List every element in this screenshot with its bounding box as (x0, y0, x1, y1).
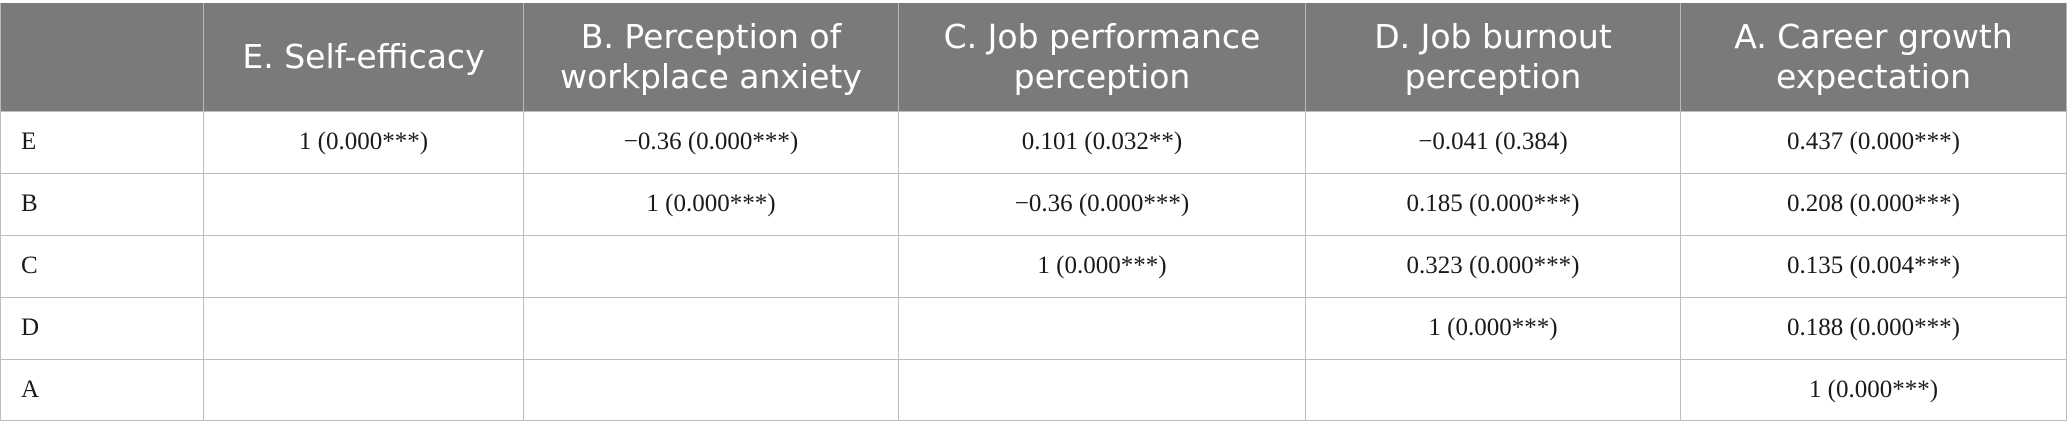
table-cell: 1 (0.000***) (523, 172, 899, 236)
header-cell-job-performance: C. Job performance perception (898, 3, 1306, 111)
table-cell: 0.437 (0.000***) (1680, 110, 2067, 174)
table-row: A 1 (0.000***) (0, 358, 2067, 421)
table-row: B 1 (0.000***) −0.36 (0.000***) 0.185 (0… (0, 172, 2067, 236)
table-cell: 1 (0.000***) (203, 110, 524, 174)
table-cell: 0.185 (0.000***) (1305, 172, 1681, 236)
table-cell: −0.36 (0.000***) (523, 110, 899, 174)
row-label: D (0, 296, 204, 360)
row-label: E (0, 110, 204, 174)
table-cell (203, 172, 524, 236)
header-row: E. Self-efficacy B. Perception of workpl… (0, 3, 2067, 111)
table-row: E 1 (0.000***) −0.36 (0.000***) 0.101 (0… (0, 110, 2067, 174)
table-cell: 0.208 (0.000***) (1680, 172, 2067, 236)
table-cell (203, 234, 524, 298)
header-cell-self-efficacy: E. Self-efficacy (203, 3, 524, 111)
table-cell: 1 (0.000***) (898, 234, 1306, 298)
correlation-table: E. Self-efficacy B. Perception of workpl… (0, 3, 2067, 421)
table-cell (203, 358, 524, 421)
table-cell: 1 (0.000***) (1680, 358, 2067, 421)
table-cell (203, 296, 524, 360)
row-label: B (0, 172, 204, 236)
row-label: C (0, 234, 204, 298)
table-cell (898, 296, 1306, 360)
header-cell-job-burnout: D. Job burnout perception (1305, 3, 1681, 111)
table-cell (898, 358, 1306, 421)
table-cell: 0.188 (0.000***) (1680, 296, 2067, 360)
table-cell (523, 234, 899, 298)
table-cell: −0.36 (0.000***) (898, 172, 1306, 236)
table-cell: 0.101 (0.032**) (898, 110, 1306, 174)
table-cell: 0.323 (0.000***) (1305, 234, 1681, 298)
row-label: A (0, 358, 204, 421)
table-cell: 0.135 (0.004***) (1680, 234, 2067, 298)
table-cell (523, 296, 899, 360)
table-cell (523, 358, 899, 421)
table-body: E 1 (0.000***) −0.36 (0.000***) 0.101 (0… (0, 110, 2067, 421)
table-cell: −0.041 (0.384) (1305, 110, 1681, 174)
correlation-table-container: E. Self-efficacy B. Perception of workpl… (0, 3, 2067, 421)
header-cell-empty (0, 3, 204, 111)
table-row: D 1 (0.000***) 0.188 (0.000***) (0, 296, 2067, 360)
table-header: E. Self-efficacy B. Perception of workpl… (0, 3, 2067, 111)
table-cell (1305, 358, 1681, 421)
header-cell-workplace-anxiety: B. Perception of workplace anxiety (523, 3, 899, 111)
table-row: C 1 (0.000***) 0.323 (0.000***) 0.135 (0… (0, 234, 2067, 298)
table-cell: 1 (0.000***) (1305, 296, 1681, 360)
header-cell-career-growth: A. Career growth expectation (1680, 3, 2067, 111)
